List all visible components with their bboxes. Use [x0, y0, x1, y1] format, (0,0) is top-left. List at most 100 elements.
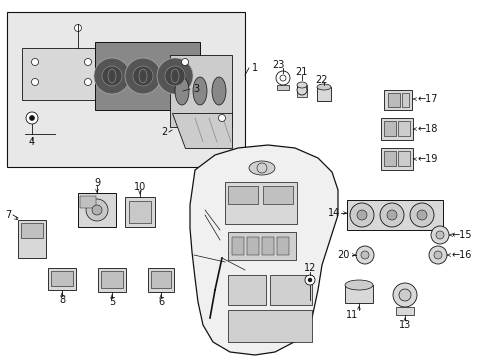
Bar — [148, 268, 174, 292]
Text: 21: 21 — [294, 67, 306, 77]
Text: 12: 12 — [303, 263, 316, 273]
Circle shape — [31, 78, 39, 86]
Circle shape — [26, 112, 38, 124]
Bar — [397, 151, 409, 166]
Circle shape — [305, 275, 314, 285]
Circle shape — [133, 66, 153, 86]
Circle shape — [355, 246, 373, 264]
Text: 9: 9 — [94, 178, 100, 188]
Circle shape — [102, 66, 122, 86]
Bar — [383, 90, 411, 110]
Polygon shape — [190, 145, 337, 355]
Ellipse shape — [175, 77, 189, 105]
Circle shape — [218, 114, 225, 122]
Bar — [227, 186, 258, 204]
Circle shape — [74, 24, 81, 32]
Circle shape — [84, 58, 91, 66]
Bar — [80, 196, 96, 208]
Ellipse shape — [248, 161, 274, 175]
Bar — [383, 121, 395, 136]
Bar — [296, 85, 306, 97]
Bar — [98, 268, 126, 292]
Bar — [246, 237, 259, 255]
Circle shape — [409, 203, 433, 227]
Text: 13: 13 — [398, 320, 410, 330]
Circle shape — [360, 251, 368, 259]
Ellipse shape — [193, 77, 206, 105]
Ellipse shape — [345, 280, 372, 290]
Bar — [101, 271, 123, 288]
Bar — [263, 186, 292, 204]
Bar — [345, 285, 372, 303]
Text: 11: 11 — [345, 310, 357, 320]
Circle shape — [392, 283, 416, 307]
Bar — [129, 201, 151, 223]
Circle shape — [275, 71, 289, 85]
Circle shape — [86, 199, 108, 221]
Bar — [125, 197, 155, 227]
Ellipse shape — [316, 84, 330, 90]
Bar — [18, 220, 46, 258]
Circle shape — [92, 205, 102, 215]
Text: 6: 6 — [158, 297, 164, 307]
Text: 22: 22 — [315, 75, 327, 85]
Circle shape — [428, 246, 446, 264]
Bar — [397, 121, 409, 136]
Text: 8: 8 — [59, 295, 65, 305]
Text: 3: 3 — [193, 84, 199, 94]
Bar — [48, 268, 76, 290]
Bar — [51, 271, 73, 286]
Bar — [227, 275, 265, 305]
Circle shape — [84, 78, 91, 86]
Bar — [401, 93, 408, 107]
Text: 1: 1 — [251, 63, 258, 73]
Bar — [387, 93, 399, 107]
Text: 2: 2 — [162, 127, 168, 137]
Text: 10: 10 — [134, 182, 146, 192]
Circle shape — [280, 75, 285, 81]
Bar — [170, 55, 231, 127]
Bar — [224, 182, 296, 224]
Bar — [380, 118, 412, 140]
Ellipse shape — [212, 77, 225, 105]
Bar — [269, 275, 311, 305]
Bar — [316, 87, 330, 101]
Text: 7: 7 — [5, 210, 11, 220]
Bar — [227, 310, 311, 342]
Text: 4: 4 — [29, 137, 35, 147]
Bar — [276, 237, 288, 255]
Bar — [95, 42, 200, 110]
Circle shape — [125, 58, 161, 94]
Circle shape — [379, 203, 403, 227]
Circle shape — [386, 210, 396, 220]
Circle shape — [398, 289, 410, 301]
Bar — [78, 193, 116, 227]
Circle shape — [435, 231, 443, 239]
Bar — [395, 307, 413, 315]
Text: ←17: ←17 — [417, 94, 438, 104]
Circle shape — [349, 203, 373, 227]
Circle shape — [94, 58, 130, 94]
Bar — [383, 151, 395, 166]
Text: ←18: ←18 — [417, 124, 437, 134]
Polygon shape — [172, 113, 231, 148]
Ellipse shape — [296, 82, 306, 88]
Bar — [7, 12, 244, 167]
Bar — [262, 237, 273, 255]
Circle shape — [31, 58, 39, 66]
Text: ←19: ←19 — [417, 154, 437, 164]
Text: 20: 20 — [337, 250, 349, 260]
Text: 23: 23 — [271, 60, 284, 70]
Circle shape — [29, 116, 35, 121]
Bar — [151, 271, 171, 288]
Circle shape — [164, 66, 184, 86]
Circle shape — [356, 210, 366, 220]
Bar — [231, 237, 244, 255]
Bar — [227, 232, 295, 260]
Circle shape — [416, 210, 426, 220]
Bar — [276, 85, 288, 90]
Text: ←15: ←15 — [451, 230, 471, 240]
Bar — [22, 48, 100, 100]
Circle shape — [307, 278, 311, 282]
Circle shape — [430, 226, 448, 244]
